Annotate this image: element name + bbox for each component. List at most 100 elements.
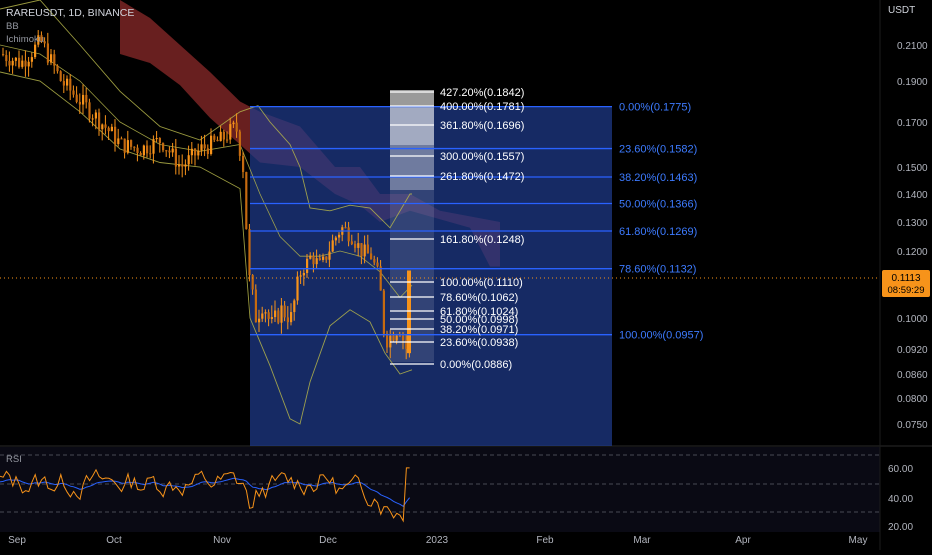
fib-extension-label: 78.60%(0.1062) [440, 292, 518, 304]
candle-body [139, 152, 142, 156]
candle-body [306, 258, 309, 273]
candle-body [190, 148, 193, 156]
candle-body [146, 145, 149, 154]
price-tick-label: 0.2100 [897, 41, 928, 52]
candle-body [283, 305, 286, 318]
bollinger-line [0, 0, 412, 229]
candle-body [130, 140, 133, 147]
fib-retracement-label: 0.00%(0.1775) [619, 102, 691, 114]
candle-body [267, 312, 270, 319]
candle-body [2, 54, 5, 56]
candle-body [245, 172, 248, 230]
fib-extension-label: 300.00%(0.1557) [440, 151, 524, 163]
time-label: 2023 [426, 535, 449, 546]
candle-body [24, 60, 27, 67]
price-tick-label: 0.1400 [897, 190, 928, 201]
candle-body [11, 60, 14, 66]
candle-body [334, 237, 337, 241]
fib-extension-label: 61.80%(0.1024) [440, 306, 518, 318]
candle-body [226, 139, 229, 141]
candle-body [382, 290, 385, 334]
candle-body [155, 138, 158, 140]
candle-body [405, 340, 408, 349]
rsi-panel: 60.00 40.00 20.00 [0, 454, 913, 533]
candle-body [126, 140, 129, 153]
candle-body [302, 272, 305, 276]
candle-body [53, 54, 56, 66]
candle-body [407, 270, 411, 354]
candle-body [85, 94, 88, 103]
candle-body [194, 148, 197, 156]
candle-body [69, 78, 72, 91]
candle-body [34, 44, 37, 58]
fib-extension-label: 361.80%(0.1696) [440, 120, 524, 132]
fib-extension-label: 400.00%(0.1781) [440, 101, 524, 113]
candle-body [5, 55, 8, 62]
candle-body [376, 262, 379, 267]
candle-body [117, 138, 120, 145]
candle-body [178, 164, 181, 167]
candle-body [181, 164, 184, 167]
rsi-panel-background [0, 447, 880, 532]
candle-body [168, 150, 171, 153]
candle-body [360, 243, 363, 257]
fib-extension[interactable]: 427.20%(0.1842) 400.00%(0.1781) 361.80%(0.… [390, 87, 524, 371]
fib-zone[interactable] [250, 106, 612, 446]
bollinger-bands [0, 0, 413, 425]
fib-extension-mid [390, 145, 434, 190]
time-label: Dec [319, 535, 337, 546]
fib-retracement-label: 38.20%(0.1463) [619, 172, 697, 184]
fib-retracement-label: 23.60%(0.1582) [619, 144, 697, 156]
candle-body [56, 65, 59, 72]
time-label: May [849, 535, 868, 546]
candle-body [350, 241, 353, 245]
fib-extension-label: 161.80%(0.1248) [440, 234, 524, 246]
candle-body [286, 317, 289, 323]
time-axis[interactable]: Sep Oct Nov Dec 2023 Feb Mar Apr May [8, 535, 867, 546]
candle-body [290, 312, 293, 323]
indicator-ichimoku[interactable]: Ichimoku [6, 34, 44, 45]
candle-body [254, 289, 257, 323]
candle-body [78, 101, 81, 105]
price-tick-label: 0.1000 [897, 314, 928, 325]
candle-body [75, 94, 78, 102]
candles [2, 30, 411, 360]
candle-body [328, 251, 331, 260]
candle-body [120, 138, 123, 140]
price-tick-label: 0.1500 [897, 163, 928, 174]
fib-extension-upper [390, 90, 434, 145]
candle-body [229, 124, 232, 140]
candle-body [8, 61, 11, 66]
candle-body [114, 126, 117, 145]
indicator-bb[interactable]: BB [6, 21, 19, 32]
candle-body [366, 244, 369, 254]
candle-body [66, 78, 69, 86]
candle-body [59, 71, 62, 82]
fib-retracement-label: 50.00%(0.1366) [619, 199, 697, 211]
candle-body [50, 54, 53, 63]
currency-label: USDT [888, 5, 915, 16]
candle-body [312, 255, 315, 265]
price-tag-countdown: 08:59:29 [888, 285, 925, 296]
candle-body [373, 259, 376, 263]
candle-body [200, 144, 203, 151]
fib-retracement-label: 100.00%(0.0957) [619, 330, 703, 342]
price-tick-label: 0.0750 [897, 420, 928, 431]
candle-body [14, 57, 17, 61]
symbol-line: RAREUSDT, 1D, BINANCE [6, 7, 134, 19]
price-axis[interactable]: 0.2100 0.1900 0.1700 0.1500 0.1400 0.1300 0.12… [897, 41, 928, 431]
candle-body [238, 131, 241, 156]
candle-body [280, 305, 283, 323]
candle-body [43, 41, 46, 44]
fib-retracement[interactable]: 0.00%(0.1775) 23.60%(0.1582) 38.20%(0.1463… [250, 102, 703, 342]
candle-body [40, 35, 43, 42]
candle-body [315, 258, 318, 265]
price-tag: 0.1113 08:59:29 [882, 270, 930, 297]
candle-body [213, 135, 216, 140]
rsi-ma-line [0, 477, 410, 507]
candle-body [402, 335, 405, 341]
candle-body [242, 155, 245, 173]
fib-retracement-label: 61.80%(0.1269) [619, 226, 697, 238]
fib-extension-label: 0.00%(0.0886) [440, 359, 512, 371]
candle-body [184, 164, 187, 167]
